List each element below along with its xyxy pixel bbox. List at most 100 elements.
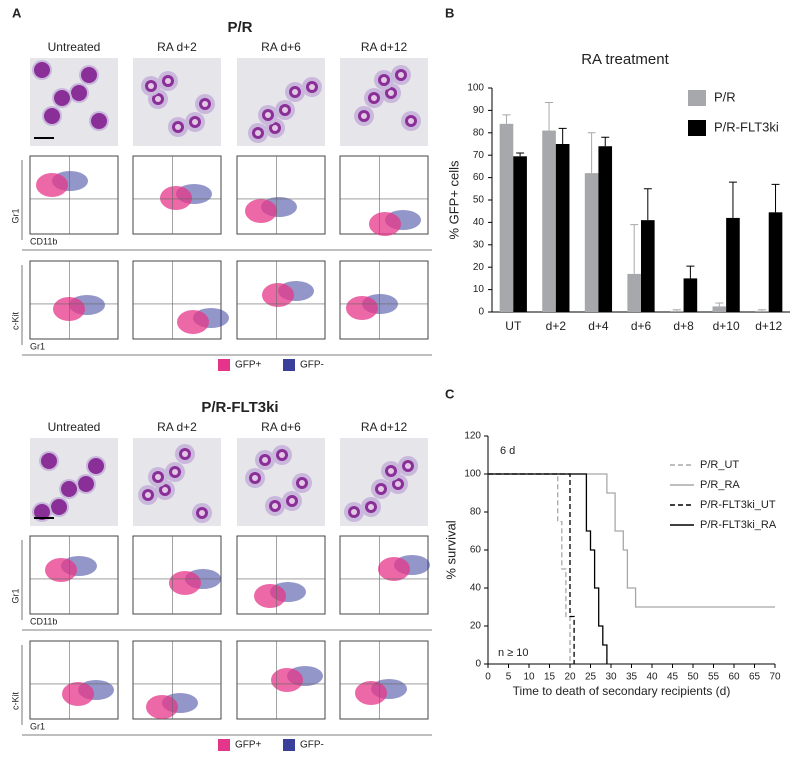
- cell-core: [368, 504, 374, 510]
- flow-population: [245, 199, 277, 223]
- y-tick-label: 60: [470, 545, 482, 556]
- error-bar: [715, 302, 724, 307]
- x-tick-label: 30: [605, 672, 617, 683]
- flow-population: [254, 584, 286, 608]
- cell-core: [289, 498, 295, 504]
- cell-nucleus: [41, 453, 57, 469]
- y-tick-label: 30: [473, 239, 485, 250]
- x-tick-label: d+10: [713, 319, 740, 333]
- condition-label: RA d+2: [157, 40, 197, 54]
- cell-core: [252, 475, 258, 481]
- x-tick-label: 55: [708, 672, 720, 683]
- cell-core: [309, 84, 315, 90]
- legend-label: P/R: [714, 89, 736, 104]
- bar: [755, 310, 769, 312]
- legend-label: P/R_UT: [700, 459, 739, 471]
- error-bar: [757, 309, 766, 311]
- cell-nucleus: [91, 113, 107, 129]
- cell-core: [262, 457, 268, 463]
- error-bar: [516, 152, 525, 157]
- legend-swatch: [688, 120, 706, 136]
- bar: [683, 278, 698, 312]
- y-tick-label: 120: [464, 431, 481, 442]
- flow-population: [346, 296, 378, 320]
- y-tick-label: 100: [464, 469, 481, 480]
- legend-swatch: [283, 739, 295, 751]
- x-tick-label: 40: [646, 672, 658, 683]
- error-bar: [630, 224, 639, 274]
- cell-core: [405, 463, 411, 469]
- condition-label: RA d+6: [261, 40, 301, 54]
- flow-population: [169, 571, 201, 595]
- x-tick-label: 10: [523, 672, 535, 683]
- cell-core: [192, 119, 198, 125]
- cell-nucleus: [44, 108, 60, 124]
- flow-population: [160, 186, 192, 210]
- panel-label: A: [12, 5, 22, 20]
- flow-x-label: Gr1: [30, 341, 45, 351]
- flow-population: [271, 668, 303, 692]
- legend-swatch: [688, 90, 706, 106]
- cell-core: [361, 113, 367, 119]
- flow-x-label: CD11b: [30, 236, 57, 246]
- bar: [555, 144, 570, 312]
- cell-core: [145, 492, 151, 498]
- y-axis-label: % GFP+ cells: [446, 160, 461, 240]
- flow-population: [45, 558, 77, 582]
- error-bar: [502, 114, 511, 124]
- legend-label: P/R-FLT3ki_RA: [700, 519, 777, 531]
- condition-label: RA d+12: [361, 40, 408, 54]
- cell-core: [371, 95, 377, 101]
- x-tick-label: d+12: [755, 319, 782, 333]
- error-bar: [686, 265, 695, 279]
- flow-population: [378, 557, 410, 581]
- flow-population: [355, 681, 387, 705]
- cell-core: [395, 481, 401, 487]
- flow-plot: [29, 640, 119, 720]
- bar: [768, 212, 783, 312]
- survival-line: [488, 473, 775, 608]
- cell-nucleus: [61, 481, 77, 497]
- x-axis-label: Time to death of secondary recipients (d…: [513, 684, 731, 698]
- y-tick-label: 90: [473, 105, 485, 116]
- cell-core: [388, 468, 394, 474]
- flow-population: [53, 297, 85, 321]
- error-bar: [771, 183, 780, 213]
- cell-nucleus: [88, 458, 104, 474]
- condition-label: Untreated: [48, 40, 101, 54]
- flow-population: [177, 310, 209, 334]
- x-tick-label: 0: [485, 672, 491, 683]
- flow-y-label: Gr1: [10, 208, 20, 223]
- error-bar: [643, 188, 652, 221]
- flow-population: [262, 283, 294, 307]
- y-tick-label: 70: [473, 150, 485, 161]
- x-tick-label: d+6: [631, 319, 652, 333]
- group-title: P/R: [227, 19, 252, 36]
- cell-core: [282, 107, 288, 113]
- legend-label: GFP-: [300, 360, 324, 371]
- chart-title: RA treatment: [581, 51, 669, 68]
- condition-label: RA d+12: [361, 420, 408, 434]
- cell-core: [381, 77, 387, 83]
- cell-core: [272, 503, 278, 509]
- survival-line: [488, 473, 571, 664]
- bar: [542, 130, 556, 312]
- cell-nucleus: [71, 85, 87, 101]
- flow-plot: [236, 155, 326, 235]
- cell-core: [172, 469, 178, 475]
- condition-label: RA d+2: [157, 420, 197, 434]
- x-tick-label: d+8: [673, 319, 694, 333]
- x-tick-label: 45: [667, 672, 679, 683]
- condition-label: RA d+6: [261, 420, 301, 434]
- cell-core: [255, 130, 261, 136]
- x-tick-label: 60: [728, 672, 740, 683]
- cell-core: [162, 487, 168, 493]
- x-tick-label: 70: [769, 672, 781, 683]
- cell-core: [279, 452, 285, 458]
- error-bar: [587, 132, 596, 174]
- legend-swatch: [218, 359, 230, 371]
- flow-x-label: Gr1: [30, 721, 45, 731]
- y-tick-label: 40: [470, 583, 482, 594]
- cell-core: [202, 101, 208, 107]
